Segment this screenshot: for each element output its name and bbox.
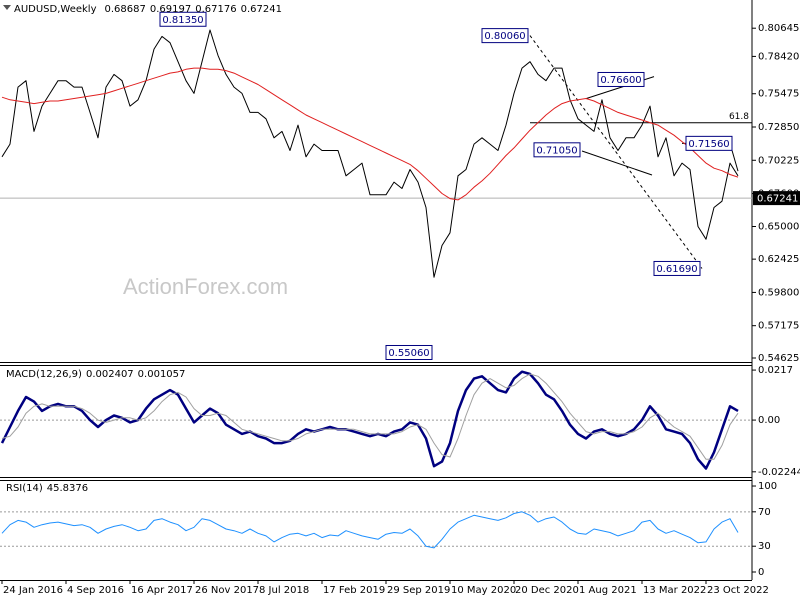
y-tick-label: 0.72850 [758,122,799,133]
macd-value: 0.002407 [86,369,134,380]
annotation-box [385,344,433,360]
rsi-value: 45.8376 [47,483,88,494]
x-tick-label: 23 Oct 2022 [707,585,769,596]
chart-title: AUDUSD,Weekly [14,4,97,15]
series-line [1,67,739,201]
macd-header: MACD(12,26,9) 0.002407 0.001057 [6,369,185,380]
ohlc-high: 0.69197 [150,4,191,15]
x-tick-label: 8 Jul 2018 [259,585,309,596]
series-line [1,29,739,278]
annotation-box [685,135,733,151]
x-tick-label: 20 Dec 2020 [515,585,579,596]
y-tick-label: 0 [758,567,764,578]
annotation-label: 0.71560 [688,139,729,150]
rsi-title: RSI(14) [6,483,43,494]
watermark: ActionForex.com [123,274,288,299]
y-tick-label: 0.00 [758,415,780,426]
x-tick-label: 29 Sep 2019 [387,585,450,596]
series-line [1,511,739,549]
trendline [581,150,653,176]
y-tick-label: 30 [758,541,771,552]
annotation-box [159,11,207,27]
series-line [0,370,739,470]
annotation-label: 0.71050 [536,145,577,156]
y-tick-label: 0.65000 [758,222,799,233]
y-tick-label: 0.0217 [758,365,793,376]
y-tick-label: 0.54625 [758,353,799,364]
current-price-box [753,191,800,206]
y-tick-label: 0.62425 [758,254,799,265]
annotation-box [533,142,581,158]
chart-header: AUDUSD,Weekly 0.68687 0.69197 0.67176 0.6724… [14,4,282,15]
x-tick-label: 24 Jan 2016 [3,585,63,596]
y-tick-label: 0.59800 [758,287,799,298]
ohlc-close: 0.67241 [241,4,282,15]
y-tick-label: 0.78420 [758,51,799,62]
y-tick-label: 100 [758,481,777,492]
x-tick-label: 16 Apr 2017 [131,585,193,596]
annotation-label: 0.55060 [388,348,429,359]
annotation-label: 0.81350 [162,15,203,26]
y-tick-label: 0.80645 [758,23,799,34]
annotation-label: 0.61690 [656,264,697,275]
ohlc-open: 0.68687 [105,4,146,15]
macd-title: MACD(12,26,9) [6,369,82,380]
y-tick-label: 70 [758,507,771,518]
annotation-label: 0.80060 [484,31,525,42]
menu-icon [3,5,11,10]
x-tick-label: 26 Nov 2017 [195,585,259,596]
x-tick-label: 1 Aug 2021 [579,585,637,596]
annotation-box [481,28,529,44]
annotation-box [597,71,645,87]
macd-signal-value: 0.001057 [138,369,186,380]
fib-level-label: 61.8 [729,112,749,122]
y-tick-label: -0.022445 [758,467,800,478]
rsi-header: RSI(14) 45.8376 [6,483,88,494]
plot-layer: 0.806450.784200.754750.728500.702250.676… [0,11,800,596]
x-tick-label: 10 May 2020 [451,585,516,596]
y-tick-label: 0.75475 [758,89,799,100]
y-tick-label: 0.70225 [758,155,799,166]
current-price-label: 0.67241 [757,194,798,205]
ohlc-low: 0.67176 [195,4,236,15]
annotation-label: 0.76600 [600,75,641,86]
x-tick-label: 4 Sep 2016 [67,585,124,596]
trendline [529,35,703,269]
series-line [1,373,739,460]
y-tick-label: 0.57175 [758,321,799,332]
x-tick-label: 17 Feb 2019 [323,585,385,596]
annotation-box [653,260,701,276]
x-tick-label: 13 Mar 2022 [643,585,706,596]
